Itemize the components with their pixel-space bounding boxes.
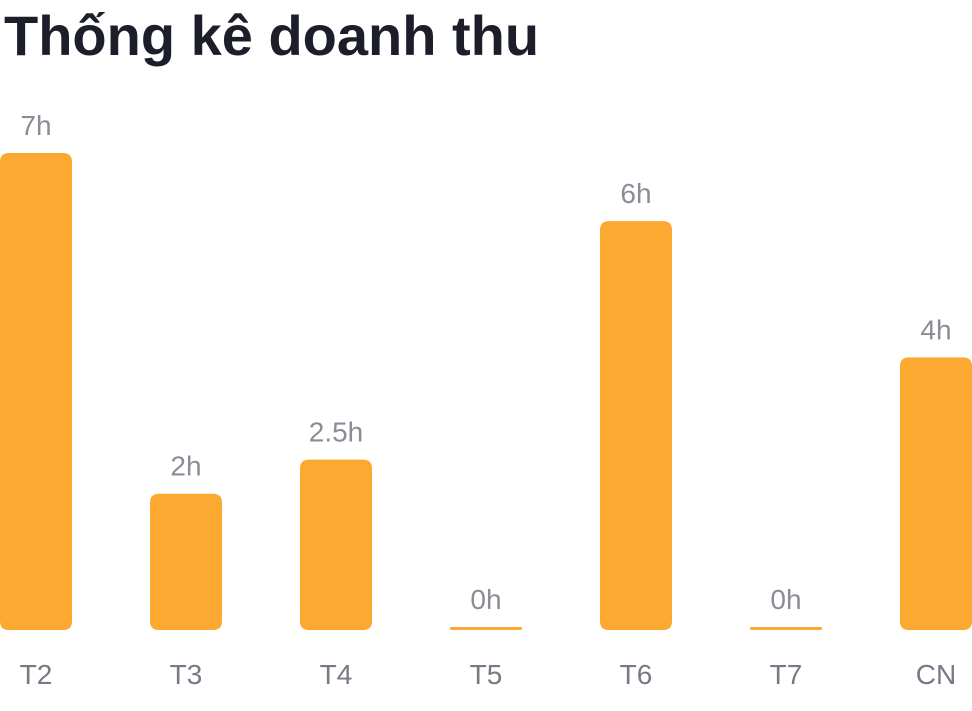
category-label-T2: T2: [20, 659, 53, 690]
bar-T5: [450, 627, 522, 630]
chart-title: Thống kê doanh thu: [4, 4, 540, 67]
value-label-T7: 0h: [770, 584, 801, 615]
category-label-T7: T7: [770, 659, 803, 690]
bars-group: [0, 153, 972, 630]
bar-CN: [900, 357, 972, 630]
category-label-T5: T5: [470, 659, 503, 690]
bar-T6: [600, 221, 672, 630]
value-label-T5: 0h: [470, 584, 501, 615]
value-labels-group: 7h 2h 2.5h 0h 6h 0h 4h: [20, 110, 951, 615]
category-label-CN: CN: [916, 659, 956, 690]
bar-T7: [750, 627, 822, 630]
value-label-CN: 4h: [920, 314, 951, 345]
category-labels-group: T2 T3 T4 T5 T6 T7 CN: [20, 659, 957, 690]
bar-T4: [300, 459, 372, 630]
value-label-T4: 2.5h: [309, 417, 364, 448]
value-label-T6: 6h: [620, 178, 651, 209]
bar-T3: [150, 493, 222, 630]
category-label-T6: T6: [620, 659, 653, 690]
category-label-T3: T3: [170, 659, 203, 690]
value-label-T3: 2h: [170, 451, 201, 482]
category-label-T4: T4: [320, 659, 353, 690]
bar-T2: [0, 153, 72, 630]
value-label-T2: 7h: [20, 110, 51, 141]
